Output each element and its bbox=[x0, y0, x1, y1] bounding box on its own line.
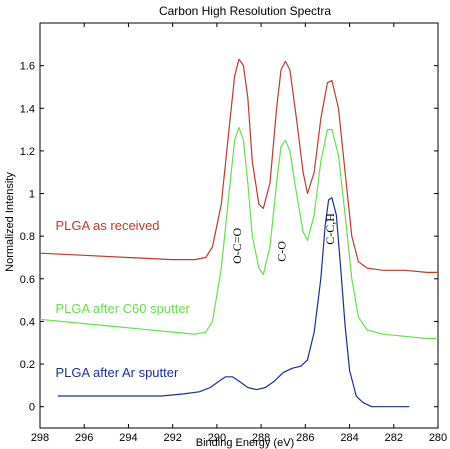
y-tick-label: 0.4 bbox=[20, 316, 35, 328]
peak-annotation: O-C=O bbox=[230, 227, 244, 263]
y-tick-label: 1.6 bbox=[20, 61, 35, 73]
series-label-3: PLGA after Ar sputter bbox=[55, 365, 179, 380]
x-tick-label: 286 bbox=[296, 432, 314, 444]
series-label-1: PLGA as received bbox=[55, 218, 159, 233]
x-tick-label: 294 bbox=[119, 432, 137, 444]
x-tick-label: 296 bbox=[75, 432, 93, 444]
series-layer bbox=[39, 58, 438, 408]
y-tick-label: 1 bbox=[29, 189, 35, 201]
label-layer: PLGA as received PLGA after C60 sputter PL… bbox=[55, 218, 190, 380]
x-tick-label: 288 bbox=[252, 432, 270, 444]
annotation-layer: O-C=O C-O C-C,H bbox=[230, 213, 337, 264]
y-axis-label: Normalized Intensity bbox=[4, 172, 16, 272]
y-tick-label: 0.2 bbox=[20, 359, 35, 371]
x-axis: 298 296 294 292 290 288 286 284 282 280 bbox=[31, 23, 447, 444]
y-tick-label: 0 bbox=[29, 402, 35, 414]
peak-annotation: C-O bbox=[274, 241, 288, 262]
x-axis-label: Binding Energy (eV) bbox=[196, 437, 294, 449]
y-tick-label: 1.4 bbox=[20, 103, 35, 115]
y-axis: 0 0.2 0.4 0.6 0.8 1 1.2 1.4 1.6 bbox=[20, 61, 438, 414]
plot-frame bbox=[39, 22, 439, 429]
x-tick-label: 280 bbox=[429, 432, 447, 444]
peak-annotation: C-C,H bbox=[323, 213, 337, 245]
y-tick-label: 0.6 bbox=[20, 274, 35, 286]
series-line-1 bbox=[39, 58, 438, 273]
x-tick-label: 298 bbox=[31, 432, 49, 444]
series-line-2 bbox=[39, 126, 438, 340]
y-tick-label: 1.2 bbox=[20, 146, 35, 158]
chart-title: Carbon High Resolution Spectra bbox=[159, 4, 331, 18]
x-tick-label: 284 bbox=[340, 432, 358, 444]
x-tick-label: 290 bbox=[208, 432, 226, 444]
x-tick-label: 282 bbox=[385, 432, 403, 444]
series-line-3 bbox=[57, 197, 410, 408]
series-label-2: PLGA after C60 sputter bbox=[55, 301, 190, 316]
x-tick-label: 292 bbox=[163, 432, 181, 444]
y-tick-label: 0.8 bbox=[20, 231, 35, 243]
